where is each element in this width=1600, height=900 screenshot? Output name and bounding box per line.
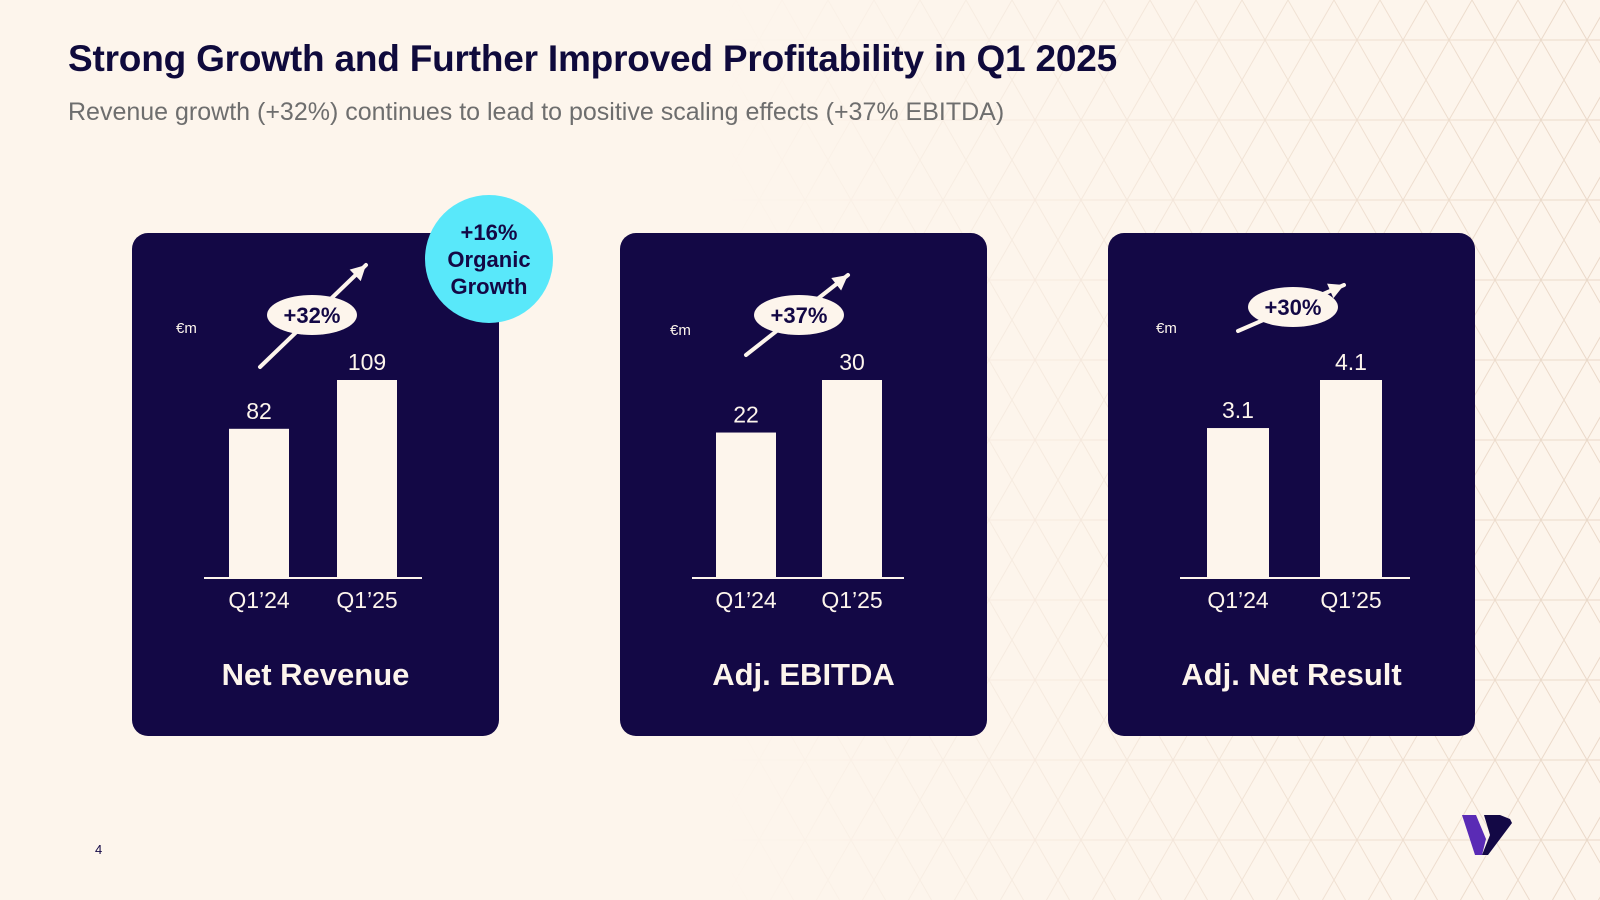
slide-subtitle: Revenue growth (+32%) continues to lead … xyxy=(68,98,1005,126)
organic-growth-badge: +16% Organic Growth xyxy=(425,195,553,323)
badge-line-1: +16% xyxy=(460,219,518,245)
bar-Q1’25 xyxy=(822,380,882,577)
value-label: 4.1 xyxy=(1335,349,1367,375)
bar-Q1’24 xyxy=(1207,428,1269,577)
net-revenue-card: €m 82 Q1’24 109 Q1’25 +32% Net Revenue xyxy=(132,233,499,736)
bar-Q1’25 xyxy=(1320,380,1382,577)
unit-label: €m xyxy=(670,322,691,339)
growth-pill xyxy=(267,295,357,335)
value-label: 22 xyxy=(733,402,759,428)
slide-title: Strong Growth and Further Improved Profi… xyxy=(68,38,1118,79)
growth-pill xyxy=(1248,287,1338,327)
badge-line-2: Organic xyxy=(447,246,531,272)
category-label: Q1’24 xyxy=(228,587,290,613)
bar-Q1’24 xyxy=(716,432,776,577)
value-label: 3.1 xyxy=(1222,397,1254,423)
category-label: Q1’25 xyxy=(336,587,397,613)
card-title: Adj. Net Result xyxy=(1181,657,1402,692)
page-number: 4 xyxy=(95,842,103,857)
chart-svg: €m 82 Q1’24 109 Q1’25 +32% xyxy=(176,263,422,613)
company-logo-icon xyxy=(1462,815,1512,855)
card-title: Adj. EBITDA xyxy=(712,657,895,692)
bar-Q1’24 xyxy=(229,428,289,577)
value-label: 82 xyxy=(246,398,272,424)
growth-label: +37% xyxy=(771,303,828,328)
badge-line-3: Growth xyxy=(450,273,528,299)
category-label: Q1’25 xyxy=(1320,587,1381,613)
bar-Q1’25 xyxy=(337,380,397,577)
category-label: Q1’25 xyxy=(821,587,882,613)
growth-arrow-head-icon xyxy=(349,265,366,282)
value-label: 30 xyxy=(839,349,865,375)
category-label: Q1’24 xyxy=(715,587,777,613)
growth-arrow-head-icon xyxy=(831,275,848,291)
growth-arrow-head-icon xyxy=(1327,283,1344,299)
adj-net-result-card: €m 3.1 Q1’24 4.1 Q1’25 +30% Adj. Net Result xyxy=(1108,233,1475,736)
chart-svg: €m 22 Q1’24 30 Q1’25 +37% xyxy=(670,273,904,613)
chart-svg: €m 3.1 Q1’24 4.1 Q1’25 +30% xyxy=(1156,283,1410,613)
card-title: Net Revenue xyxy=(221,657,410,692)
unit-label: €m xyxy=(1156,320,1177,337)
category-label: Q1’24 xyxy=(1207,587,1269,613)
growth-label: +32% xyxy=(284,303,341,328)
growth-label: +30% xyxy=(1265,295,1322,320)
adj-ebitda-card: €m 22 Q1’24 30 Q1’25 +37% Adj. EBITDA xyxy=(620,233,987,736)
growth-pill xyxy=(754,295,844,335)
value-label: 109 xyxy=(348,349,386,375)
unit-label: €m xyxy=(176,320,197,337)
